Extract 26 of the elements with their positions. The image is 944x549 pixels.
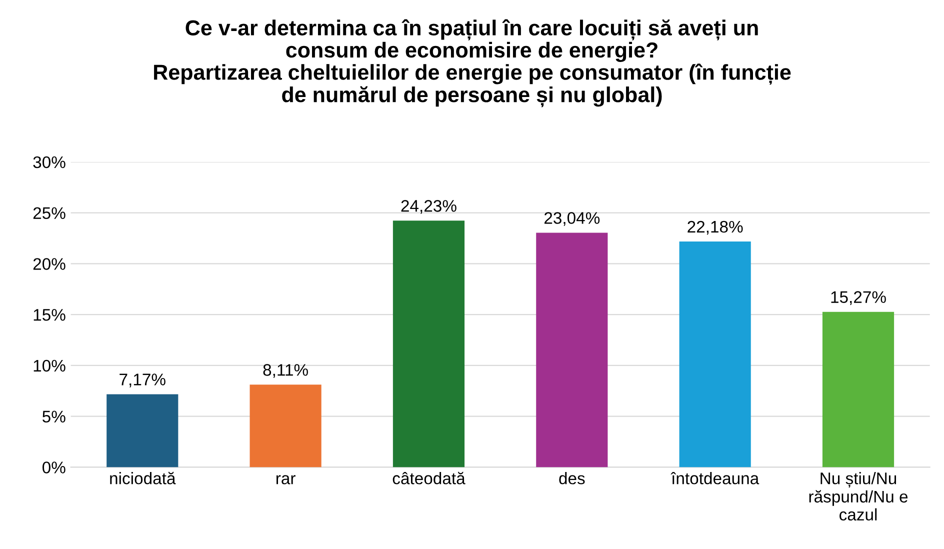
bar (679, 242, 751, 468)
x-tick-label: des (559, 472, 585, 484)
x-tick-label: rar (276, 475, 296, 484)
y-tick-label: 20% (33, 258, 66, 270)
bar (536, 232, 608, 468)
y-tick-label: 15% (34, 309, 66, 321)
data-label: 15,27% (831, 291, 886, 305)
data-label: 22,18% (688, 220, 743, 235)
bar (106, 394, 178, 468)
x-tick-label: întotdeauna (670, 472, 760, 484)
data-label: 8,11% (263, 364, 308, 378)
chart-title: Ce v-ar determina ca în spațiul în care locuiți să aveți un consum de economisire de energie? Repartizarea cheltuielilor de energie pe consumator (în funcție de numărul de persoane și nu global) (154, 19, 791, 108)
y-tick-label: 0% (42, 462, 66, 474)
bar (392, 220, 465, 468)
bar (822, 312, 894, 468)
x-tick-label: Nu știu/Nu răspund/Nu e cazul (809, 472, 908, 521)
data-label: 24,23% (401, 200, 456, 214)
x-tick-label: niciodată (110, 472, 176, 484)
y-tick-label: 5% (42, 410, 66, 423)
x-tick-label: câteodată (392, 472, 466, 484)
bar (250, 384, 322, 468)
data-label: 23,04% (544, 212, 600, 226)
y-tick-label: 10% (34, 360, 66, 372)
y-tick-label: 25% (33, 207, 66, 220)
data-label: 7,17% (120, 374, 166, 388)
y-tick-label: 30% (33, 156, 66, 168)
